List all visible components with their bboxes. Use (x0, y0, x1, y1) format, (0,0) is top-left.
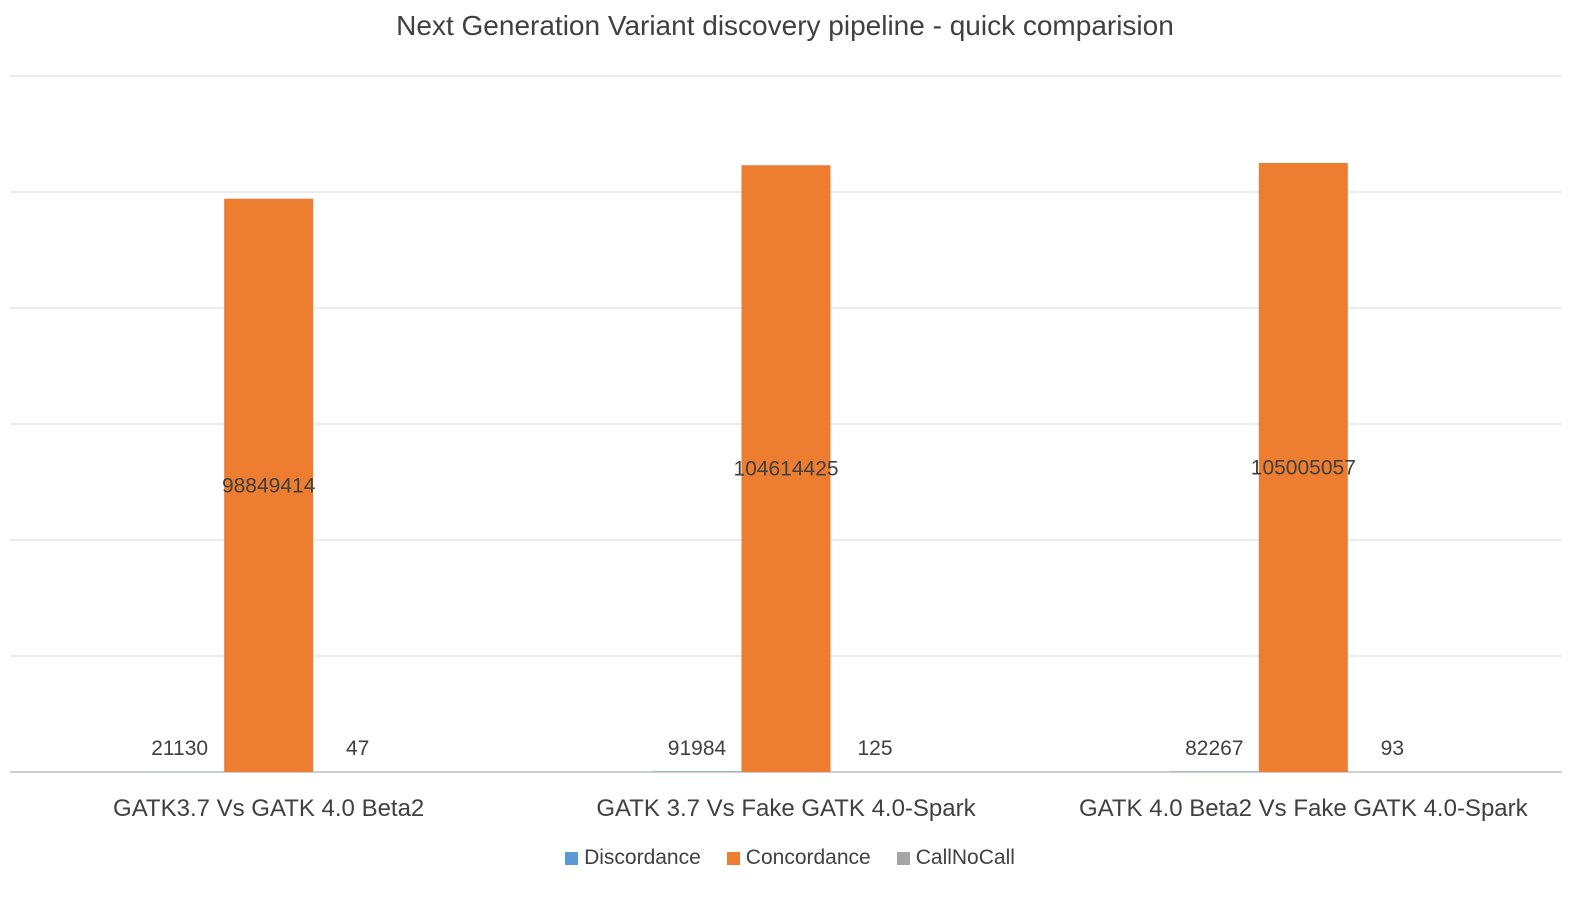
x-tick-label-0: GATK3.7 Vs GATK 4.0 Beta2 (113, 795, 424, 822)
data-label-concordance-2: 105005057 (1251, 456, 1356, 479)
data-label-concordance-1: 104614425 (733, 458, 838, 481)
x-tick-label-2: GATK 4.0 Beta2 Vs Fake GATK 4.0-Spark (1079, 795, 1529, 822)
legend-label-discordance: Discordance (584, 846, 701, 869)
data-label-discordance-0: 21130 (151, 737, 208, 760)
legend-swatch-discordance (565, 851, 579, 865)
data-label-discordance-1: 91984 (668, 737, 727, 760)
bar-concordance-1 (741, 165, 831, 772)
legend-swatch-concordance (726, 851, 740, 865)
x-tick-label-1: GATK 3.7 Vs Fake GATK 4.0-Spark (596, 795, 976, 822)
legend-swatch-callnocall (896, 851, 910, 865)
bars (135, 162, 1437, 772)
legend-item-concordance[interactable]: Concordance (726, 846, 871, 870)
bar-concordance-0 (224, 198, 314, 772)
data-label-concordance-0: 98849414 (222, 474, 316, 497)
bar-concordance-2 (1258, 162, 1348, 772)
legend: Discordance Concordance CallNoCall (0, 846, 1580, 870)
legend-label-concordance: Concordance (745, 846, 871, 869)
legend-item-discordance[interactable]: Discordance (565, 846, 701, 870)
data-label-callnocall-2: 93 (1381, 737, 1404, 760)
data-label-callnocall-0: 47 (346, 737, 369, 760)
legend-item-callnocall[interactable]: CallNoCall (896, 846, 1015, 870)
data-label-callnocall-1: 125 (857, 737, 892, 760)
chart-title: Next Generation Variant discovery pipeli… (396, 10, 1174, 41)
data-labels: 21130 98849414 47 91984 104614425 125 82267 105… (151, 456, 1404, 760)
bar-discordance-1 (652, 771, 742, 772)
x-tick-labels: GATK3.7 Vs GATK 4.0 Beta2 GATK 3.7 Vs Fak… (113, 795, 1529, 822)
data-label-discordance-2: 82267 (1185, 737, 1243, 760)
legend-label-callnocall: CallNoCall (915, 846, 1015, 869)
